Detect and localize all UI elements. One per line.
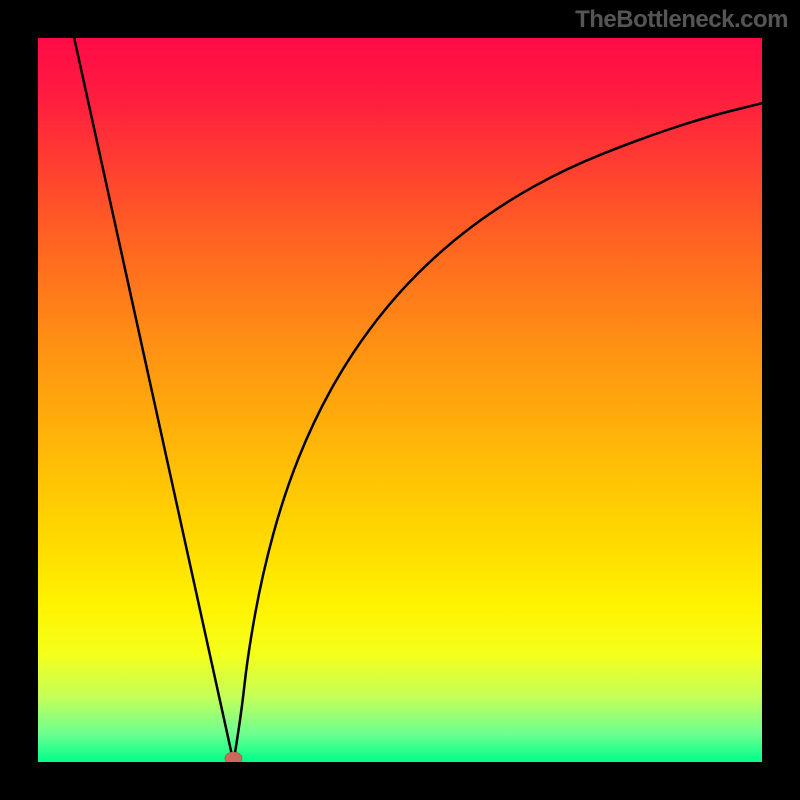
- chart-frame: TheBottleneck.com: [0, 0, 800, 800]
- bottleneck-chart: [38, 38, 762, 762]
- gradient-background: [38, 38, 762, 762]
- watermark-text: TheBottleneck.com: [575, 6, 788, 34]
